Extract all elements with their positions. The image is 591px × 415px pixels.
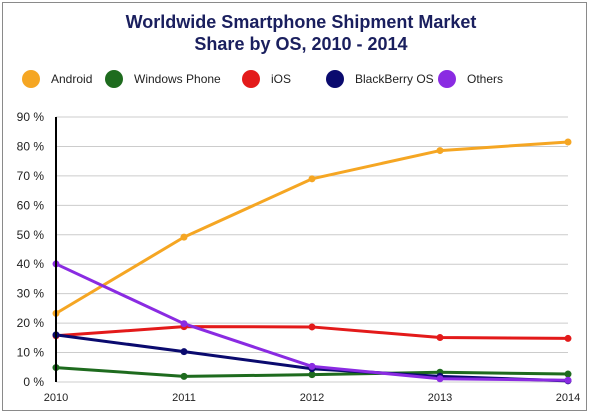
x-axis-ticks: 2010 2011 2012 2013 2014 (44, 392, 580, 404)
data-point-blackberry-os (180, 348, 188, 356)
data-point-android (180, 233, 188, 241)
legend-label: BlackBerry OS (355, 72, 434, 86)
chart-title-line2: Share by OS, 2010 - 2014 (194, 34, 407, 54)
legend-item-android: Android (22, 70, 92, 88)
data-point-ios (436, 334, 444, 342)
data-point-android (436, 147, 444, 155)
y-tick-label: 50 % (17, 228, 45, 242)
x-tick-label: 2011 (172, 392, 196, 404)
x-tick-label: 2014 (556, 392, 580, 404)
y-tick-label: 40 % (17, 257, 45, 271)
y-tick-label: 30 % (17, 287, 45, 301)
legend-item-others: Others (438, 70, 503, 88)
series-points (52, 138, 572, 385)
chart-title: Worldwide Smartphone Shipment Market Sha… (126, 12, 477, 54)
series-line-others (54, 262, 570, 382)
chart-svg: Worldwide Smartphone Shipment Market Sha… (17, 12, 581, 404)
data-point-ios (308, 323, 316, 331)
data-point-windows-phone (308, 371, 316, 379)
data-point-others (180, 320, 188, 328)
legend-swatch (242, 70, 260, 88)
gridlines (56, 116, 568, 383)
x-tick-label: 2012 (300, 392, 324, 404)
y-tick-label: 90 % (17, 110, 45, 124)
y-tick-label: 60 % (17, 198, 45, 212)
data-point-android (308, 175, 316, 183)
legend-label: Others (467, 72, 503, 86)
data-point-windows-phone (180, 372, 188, 380)
legend-swatch (105, 70, 123, 88)
legend-label: iOS (271, 72, 291, 86)
y-tick-label: 70 % (17, 169, 45, 183)
data-point-others (308, 362, 316, 370)
legend-label: Windows Phone (134, 72, 221, 86)
legend: Android Windows Phone iOS BlackBerry OS Othe… (22, 70, 503, 88)
y-tick-label: 0 % (23, 375, 44, 389)
legend-swatch (22, 70, 40, 88)
data-point-others (564, 376, 572, 384)
chart-frame: Worldwide Smartphone Shipment Market Sha… (2, 2, 587, 411)
data-point-others (436, 375, 444, 383)
x-tick-label: 2013 (428, 392, 452, 404)
legend-swatch (438, 70, 456, 88)
data-point-windows-phone (564, 370, 572, 378)
legend-label: Android (51, 72, 92, 86)
legend-item-windows-phone: Windows Phone (105, 70, 221, 88)
data-point-ios (564, 334, 572, 342)
y-tick-label: 10 % (17, 346, 45, 360)
data-point-android (564, 138, 572, 146)
y-axis-ticks: 0 % 10 % 20 % 30 % 40 % 50 % 60 % 70 % 80 % 90 % (17, 110, 45, 389)
y-tick-label: 20 % (17, 316, 45, 330)
chart-title-line1: Worldwide Smartphone Shipment Market (126, 12, 477, 32)
x-tick-label: 2010 (44, 392, 68, 404)
legend-item-ios: iOS (242, 70, 291, 88)
series-line-android (54, 140, 570, 315)
y-tick-label: 80 % (17, 139, 45, 153)
legend-swatch (326, 70, 344, 88)
legend-item-blackberry-os: BlackBerry OS (326, 70, 434, 88)
